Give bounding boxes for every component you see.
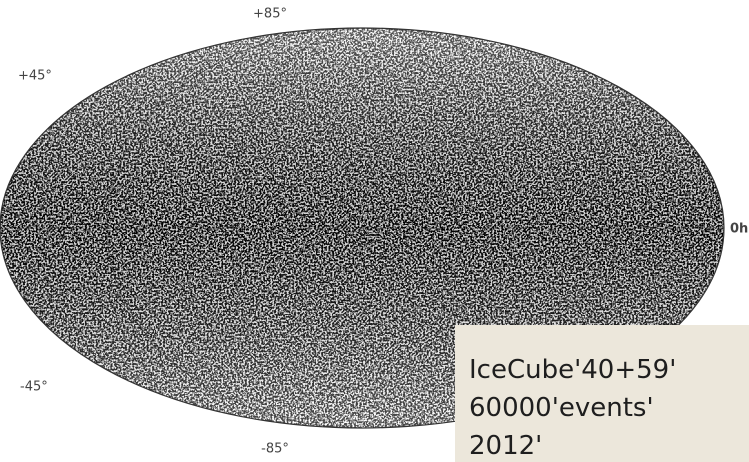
- latitude-label: +85°: [253, 7, 287, 22]
- latitude-label: -45°: [20, 380, 48, 395]
- caption-box: IceCube'40+59' 60000'events' 2012': [455, 325, 749, 462]
- latitude-label: -85°: [261, 442, 289, 457]
- sky-outline: [0, 27, 725, 429]
- caption-line: IceCube'40+59': [469, 355, 677, 385]
- latitude-label: +45°: [18, 69, 52, 84]
- caption-line: 60000'events': [469, 393, 654, 423]
- longitude-label: 0h: [730, 222, 748, 237]
- caption-line: 2012': [469, 431, 543, 461]
- sky-projection: [0, 28, 724, 428]
